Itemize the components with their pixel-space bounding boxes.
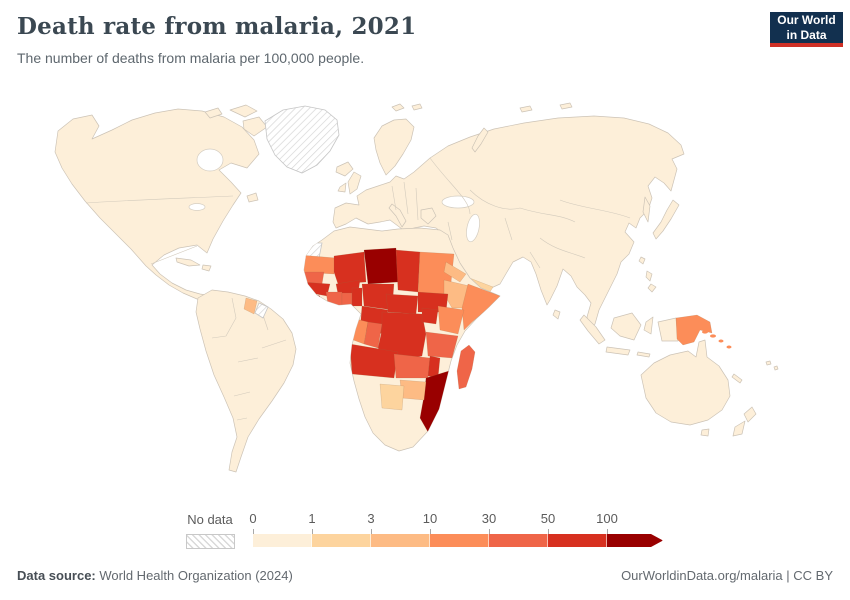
region-madagascar[interactable]	[456, 344, 476, 390]
legend-tick-label: 0	[249, 511, 257, 526]
no-data-label: No data	[187, 512, 233, 527]
region-papua-new-guinea[interactable]	[675, 314, 713, 346]
region-zambia[interactable]	[393, 353, 431, 379]
region-italy[interactable]	[388, 203, 407, 228]
legend-tick	[312, 529, 313, 534]
page-title: Death rate from malaria, 2021	[17, 13, 417, 40]
legend-tick	[548, 529, 549, 534]
region-niger[interactable]	[363, 247, 399, 285]
owid-logo[interactable]: Our World in Data	[770, 12, 843, 47]
region-botswana[interactable]	[379, 383, 405, 411]
region-new-zealand[interactable]	[732, 406, 757, 437]
region-scandinavia[interactable]	[373, 118, 415, 176]
region-mauritania[interactable]	[300, 254, 337, 275]
region-eritrea[interactable]	[443, 261, 467, 283]
country-borders-eurasia	[391, 157, 631, 269]
legend-color-bar: 0 1 3 10 30 50 100	[249, 511, 663, 547]
legend-tick-label: 3	[367, 511, 375, 526]
region-australia[interactable]	[640, 339, 731, 426]
black-sea	[441, 195, 475, 209]
legend-tick	[430, 529, 431, 534]
region-south-america[interactable]	[195, 289, 297, 473]
region-central-african-republic[interactable]	[385, 293, 419, 315]
legend-segment-100-plus[interactable]	[607, 534, 663, 547]
country-borders-north-america	[85, 195, 234, 265]
data-source-value: World Health Organization (2024)	[95, 568, 293, 583]
region-solomon-islands[interactable]	[702, 330, 732, 349]
region-greece[interactable]	[420, 207, 437, 225]
legend-tick	[489, 529, 490, 534]
region-indonesia[interactable]	[579, 312, 654, 358]
hudson-bay	[196, 148, 224, 172]
legend-tick-label: 100	[596, 511, 618, 526]
region-tanzania[interactable]	[425, 331, 459, 359]
region-canadian-arctic-islands[interactable]	[204, 104, 268, 203]
region-kenya[interactable]	[437, 305, 465, 335]
region-sri-lanka[interactable]	[552, 309, 561, 320]
legend-segment-10-30[interactable]	[430, 534, 489, 547]
legend-tick	[607, 529, 608, 534]
legend-segment-30-50[interactable]	[489, 534, 548, 547]
owid-logo-line2: in Data	[786, 27, 827, 42]
legend-tick-label: 1	[308, 511, 316, 526]
region-angola[interactable]	[349, 343, 399, 379]
owid-logo-line1: Our World	[777, 13, 836, 28]
legend-tick	[371, 529, 372, 534]
region-north-america[interactable]	[54, 108, 260, 304]
region-iceland[interactable]	[335, 161, 354, 177]
region-somalia[interactable]	[461, 283, 500, 331]
legend-segment-3-10[interactable]	[371, 534, 430, 547]
world-choropleth-map	[20, 98, 832, 506]
data-source-note: Data source: World Health Organization (…	[17, 568, 293, 583]
region-sakhalin[interactable]	[642, 196, 651, 223]
region-ghana[interactable]	[341, 292, 353, 309]
region-pacific-islets[interactable]	[731, 360, 779, 384]
region-cuba[interactable]	[175, 257, 201, 267]
caspian-sea	[466, 213, 480, 243]
region-novaya-zemlya[interactable]	[471, 127, 489, 153]
country-borders-south-america	[211, 297, 287, 421]
legend-segment-50-100[interactable]	[548, 534, 607, 547]
region-hispaniola[interactable]	[201, 264, 212, 272]
legend-segment-0-1[interactable]	[253, 534, 312, 547]
legend-tick-label: 10	[422, 511, 438, 526]
great-lakes	[188, 203, 206, 211]
attribution-link[interactable]: OurWorldinData.org/malaria | CC BY	[621, 568, 833, 583]
region-united-kingdom[interactable]	[347, 171, 362, 195]
region-togo-benin[interactable]	[351, 287, 363, 307]
region-tasmania[interactable]	[700, 428, 710, 437]
legend-tick-label: 50	[540, 511, 556, 526]
region-cote-divoire[interactable]	[325, 291, 343, 309]
page-subtitle: The number of deaths from malaria per 10…	[17, 50, 365, 66]
data-source-label: Data source:	[17, 568, 96, 583]
region-chad[interactable]	[395, 249, 421, 293]
legend-tick	[253, 529, 254, 534]
region-uganda[interactable]	[421, 307, 439, 325]
region-west-new-guinea[interactable]	[657, 317, 679, 342]
region-japan[interactable]	[652, 199, 680, 240]
map-legend: No data 0 1 3 10 30 50 100	[186, 511, 686, 551]
region-guyana[interactable]	[243, 297, 258, 315]
no-data-swatch[interactable]	[186, 534, 235, 549]
region-ireland[interactable]	[337, 182, 347, 193]
region-greenland-no-data[interactable]	[264, 105, 340, 174]
legend-tick-label: 30	[481, 511, 497, 526]
legend-segment-1-3[interactable]	[312, 534, 371, 547]
region-taiwan-philippines[interactable]	[638, 256, 657, 293]
region-french-guiana-no-data[interactable]	[254, 302, 269, 319]
region-mali[interactable]	[333, 251, 367, 285]
region-senegal[interactable]	[300, 271, 325, 285]
region-arctic-islets[interactable]	[391, 102, 573, 113]
